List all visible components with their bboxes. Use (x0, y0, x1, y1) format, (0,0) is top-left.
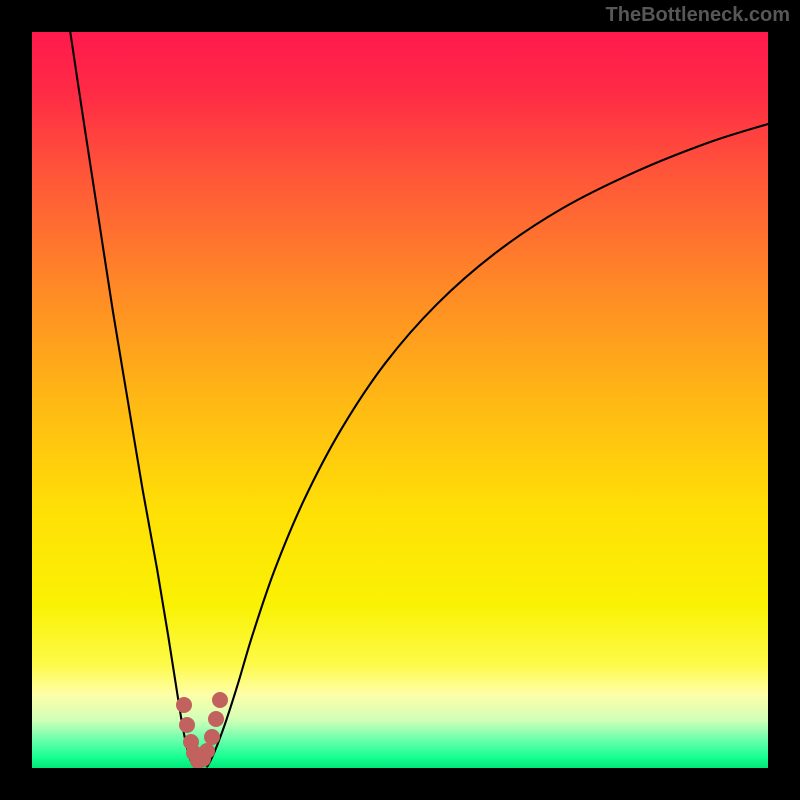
chart-curves-svg (32, 32, 768, 768)
watermark-text: TheBottleneck.com (606, 4, 790, 27)
curve-marker (204, 729, 220, 745)
curve-right (207, 124, 768, 767)
curve-marker (199, 743, 215, 759)
curve-marker (212, 692, 228, 708)
curve-marker (176, 697, 192, 713)
curve-marker (208, 711, 224, 727)
curve-left (70, 32, 194, 767)
curve-marker (179, 717, 195, 733)
chart-plot-area (32, 32, 768, 768)
